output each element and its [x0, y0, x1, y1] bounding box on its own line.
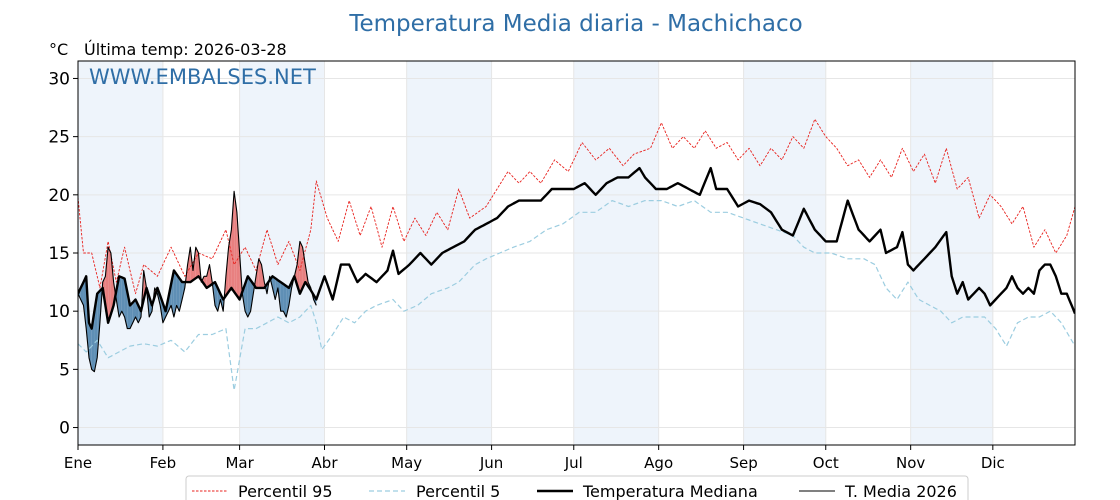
- x-tick-label: Feb: [150, 454, 177, 472]
- anomaly-fill-cold: [250, 280, 254, 312]
- anomaly-fill-cold: [179, 278, 183, 312]
- y-tick-label: 30: [48, 69, 70, 89]
- anomaly-fill-cold: [286, 285, 289, 317]
- anomaly-fill-cold: [83, 276, 87, 329]
- legend-label: Temperatura Mediana: [582, 482, 758, 500]
- y-tick-label: 20: [48, 186, 70, 206]
- x-tick-label: Jul: [564, 454, 583, 472]
- anomaly-fill-warm: [108, 247, 111, 323]
- p5-line: [78, 200, 1075, 391]
- anomaly-fill-cold: [283, 284, 287, 317]
- anomaly-fill-cold: [245, 276, 248, 317]
- last-temp-label: Última temp: 2026-03-28: [84, 40, 287, 59]
- anomaly-fill-warm: [302, 247, 306, 288]
- y-tick-label: 10: [48, 302, 70, 322]
- anomaly-fill-cold: [88, 322, 92, 370]
- anomaly-fill-warm: [110, 253, 114, 315]
- anomaly-fill-cold: [272, 276, 276, 300]
- legend: Percentil 95 Percentil 5 Temperatura Media…: [185, 475, 969, 500]
- anomaly-fill-cold: [173, 270, 177, 317]
- anomaly-fill-cold: [214, 282, 218, 312]
- anomaly-fill-cold: [116, 276, 120, 317]
- x-tick-label: Sep: [729, 454, 757, 472]
- legend-label: Percentil 95: [238, 482, 333, 500]
- legend-box: [185, 475, 969, 500]
- legend-label: T. Media 2026: [844, 482, 957, 500]
- anomaly-fill-warm: [234, 191, 237, 296]
- anomaly-fill-warm: [258, 258, 262, 288]
- anomaly-fill-cold: [121, 277, 125, 317]
- unit-label: °C: [49, 40, 68, 59]
- anomaly-fill-cold: [130, 302, 133, 329]
- x-tick-label: Mar: [225, 454, 254, 472]
- anomaly-fill-warm: [187, 247, 191, 283]
- x-tick-label: Abr: [312, 454, 339, 472]
- y-tick-label: 0: [59, 419, 70, 439]
- series-lines: [78, 118, 1075, 391]
- y-tick-label: 25: [48, 128, 70, 148]
- watermark: WWW.EMBALSES.NET: [89, 65, 316, 89]
- x-tick-label: Ene: [64, 454, 92, 472]
- y-tick-label: 15: [48, 244, 70, 264]
- anomaly-fill-cold: [247, 276, 251, 317]
- anomaly-fill-cold: [119, 276, 122, 317]
- grid-lines: [77, 61, 1075, 445]
- legend-label: Percentil 5: [416, 482, 500, 500]
- anomaly-fill-warm: [206, 264, 210, 288]
- x-tick-label: Jun: [479, 454, 503, 472]
- anomaly-fill-warm: [231, 191, 235, 292]
- x-tick-label: May: [391, 454, 422, 472]
- x-tick-label: Nov: [896, 454, 925, 472]
- x-tick-label: Oct: [813, 454, 839, 472]
- p95-line: [78, 118, 1075, 295]
- anomaly-fill-cold: [176, 274, 180, 312]
- anomaly-fill-warm: [299, 241, 303, 294]
- anomaly-fill-cold: [132, 299, 136, 323]
- x-axis: Ene Feb Mar Abr May Jun Jul Ago Sep Oct Nov Dic: [64, 445, 1005, 472]
- median-line: [78, 166, 1075, 330]
- chart-title: Temperatura Media diaria - Machichaco: [348, 11, 802, 37]
- current-year-line: [78, 190, 317, 373]
- y-axis: 0 5 10 15 20 25 30: [48, 69, 78, 439]
- x-tick-label: Dic: [981, 454, 1005, 472]
- anomaly-fill-warm: [236, 212, 240, 300]
- y-tick-label: 5: [59, 360, 70, 380]
- anomaly-fill-cold: [280, 282, 284, 312]
- x-tick-label: Ago: [644, 454, 673, 472]
